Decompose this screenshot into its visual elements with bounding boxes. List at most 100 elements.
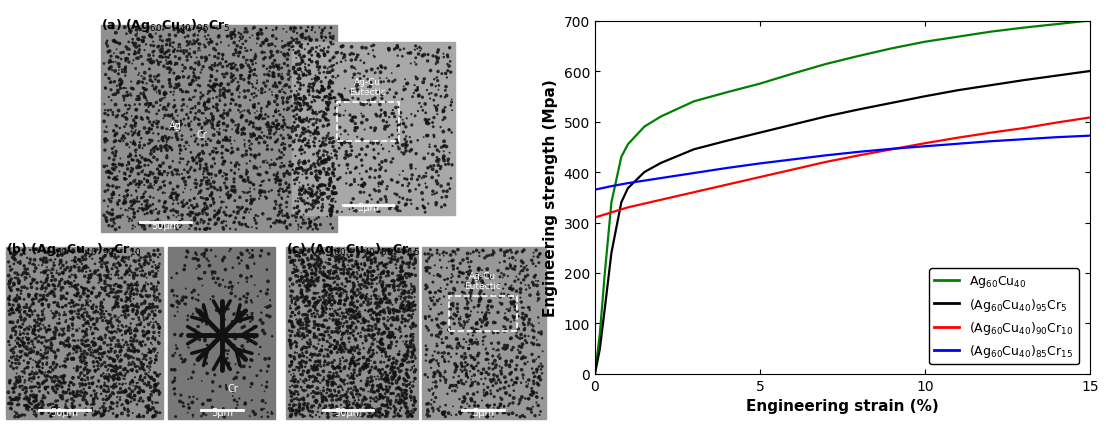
Point [123, 133, 141, 140]
Point [369, 396, 387, 403]
Point [279, 71, 297, 78]
Point [523, 388, 540, 395]
Point [241, 35, 259, 42]
Point [235, 215, 252, 222]
Point [217, 59, 235, 66]
Point [127, 187, 145, 194]
Point [377, 393, 395, 400]
Point [92, 315, 110, 322]
Point [68, 344, 86, 350]
Point [429, 47, 447, 54]
Point [347, 292, 365, 299]
Point [306, 271, 324, 278]
Point [1, 301, 19, 308]
Point [326, 166, 344, 173]
Point [109, 389, 127, 396]
Point [437, 335, 455, 341]
Point [341, 112, 359, 119]
Point [142, 340, 160, 347]
Point [191, 189, 209, 196]
Point [420, 144, 438, 151]
Point [360, 360, 378, 367]
Point [341, 140, 359, 147]
Point [208, 150, 226, 157]
Point [425, 134, 443, 141]
Point [101, 362, 119, 369]
Point [321, 291, 339, 298]
Point [430, 408, 448, 415]
Point [140, 103, 158, 110]
Point [119, 107, 137, 114]
Point [290, 180, 308, 187]
Point [446, 361, 464, 368]
Point [214, 64, 231, 71]
Point [126, 210, 143, 217]
Point [281, 318, 299, 325]
Point [281, 338, 299, 344]
Point [175, 97, 192, 104]
Point [11, 383, 29, 390]
Point [105, 112, 122, 119]
Point [394, 338, 411, 345]
Point [315, 387, 332, 394]
Point [314, 343, 331, 350]
Point [529, 297, 547, 304]
Point [286, 349, 304, 356]
Point [284, 167, 301, 174]
Point [143, 400, 161, 407]
Point [217, 172, 235, 178]
Point [85, 398, 102, 405]
Point [288, 37, 306, 43]
Point [328, 322, 346, 329]
Point [286, 137, 304, 144]
Point [291, 101, 309, 108]
Point [105, 390, 122, 397]
Point [257, 196, 275, 203]
Point [72, 388, 90, 395]
Point [141, 126, 159, 133]
Point [288, 340, 306, 347]
Point [400, 306, 418, 313]
Point [358, 98, 376, 104]
Point [433, 71, 450, 78]
Point [123, 366, 141, 373]
Point [14, 330, 32, 337]
Point [38, 354, 56, 361]
Point [339, 271, 357, 278]
Point [299, 275, 317, 282]
Point [312, 347, 330, 353]
Point [63, 337, 81, 344]
Point [220, 88, 238, 95]
Point [231, 318, 249, 325]
Point [181, 167, 199, 174]
Point [309, 258, 327, 265]
Point [56, 409, 73, 416]
Point [330, 364, 348, 371]
Point [395, 129, 413, 136]
Point [149, 131, 167, 138]
Point [47, 410, 64, 417]
Point [203, 114, 221, 121]
Point [102, 348, 120, 355]
Point [195, 177, 212, 184]
Point [320, 283, 338, 290]
Point [77, 329, 95, 336]
Point [70, 392, 88, 399]
Point [408, 76, 426, 83]
Point [503, 377, 520, 384]
Point [287, 104, 305, 111]
Point [349, 342, 367, 349]
Point [296, 402, 314, 408]
Point [309, 290, 327, 297]
Point [87, 367, 105, 374]
Point [395, 249, 413, 256]
Point [137, 172, 155, 179]
Point [349, 52, 367, 59]
Point [123, 378, 141, 385]
Point [27, 336, 44, 343]
Point [167, 109, 185, 116]
Point [292, 270, 310, 276]
Point [319, 268, 337, 275]
Point [237, 179, 255, 186]
Point [364, 48, 381, 55]
